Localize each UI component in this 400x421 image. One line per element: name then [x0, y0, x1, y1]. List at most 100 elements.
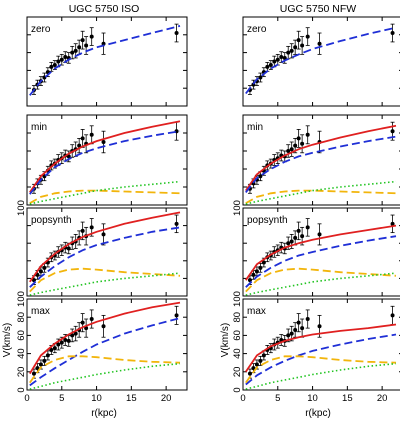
data-point — [305, 225, 310, 230]
data-point — [84, 43, 89, 48]
data-point — [289, 331, 294, 336]
panel-label: min — [247, 122, 263, 133]
data-point — [63, 55, 68, 60]
panel-min: min — [26, 114, 188, 206]
data-point — [80, 228, 85, 233]
data-point — [268, 63, 273, 68]
data-point — [52, 346, 57, 351]
data-point — [293, 143, 298, 148]
series-line-solid — [29, 301, 181, 375]
data-point — [174, 221, 179, 226]
data-point — [279, 55, 284, 60]
data-point — [247, 371, 252, 376]
x-tick-label: 20 — [161, 393, 172, 404]
series-line-dashed — [245, 235, 397, 288]
data-point — [305, 317, 310, 322]
x-tick-label: 15 — [126, 393, 137, 404]
column-title-iso: UGC 5750 ISO — [69, 3, 140, 15]
series-line-dashed — [29, 317, 181, 387]
series-line-solid — [245, 323, 397, 373]
column-title-nfw: UGC 5750 NFW — [280, 3, 357, 15]
data-point — [66, 338, 71, 343]
data-point — [89, 34, 94, 39]
data-point — [293, 235, 298, 240]
panel-frame — [26, 114, 188, 206]
data-point — [261, 260, 266, 265]
series-line-dotted — [29, 272, 181, 296]
panel-label: max — [31, 306, 50, 317]
y-tick-label: 40 — [16, 348, 27, 359]
panel-frame — [242, 298, 400, 391]
series-line-solid — [245, 124, 397, 192]
data-point — [258, 265, 263, 270]
data-point — [38, 362, 43, 367]
panel-label: zero — [247, 24, 267, 35]
data-point — [317, 324, 322, 329]
x-axis-label-iso: r(kpc) — [91, 408, 117, 419]
series-line-dashed — [245, 189, 397, 204]
panel-frame — [242, 207, 400, 297]
data-point — [390, 221, 395, 226]
panel-frame — [242, 16, 400, 107]
panel-zero: zero — [26, 16, 188, 107]
y-tick-label: 0 — [232, 387, 243, 392]
data-point — [293, 327, 298, 332]
x-tick-label: 10 — [307, 393, 318, 404]
data-point — [390, 313, 395, 318]
data-point — [261, 353, 266, 358]
series-line-dashed — [245, 26, 397, 95]
panel-label: max — [247, 306, 266, 317]
series-line-dotted — [29, 362, 181, 390]
y-tick-label: 20 — [16, 367, 27, 378]
x-tick-label: 20 — [377, 393, 388, 404]
series-line-dotted — [245, 362, 397, 390]
series-line-dashed — [29, 355, 181, 384]
panel-zero: zero — [242, 16, 400, 107]
data-point — [305, 34, 310, 39]
data-point — [49, 347, 54, 352]
data-point — [254, 269, 259, 274]
y-tick-label: 100 — [16, 291, 27, 307]
data-point — [286, 50, 291, 55]
y-tick-label: 40 — [232, 348, 243, 359]
data-point — [59, 340, 64, 345]
x-axis-label-nfw: r(kpc) — [305, 408, 331, 419]
y-tick-label: 20 — [232, 367, 243, 378]
data-point — [317, 232, 322, 237]
data-point — [300, 141, 305, 146]
panel-popsynth: popsynth 100 — [232, 200, 400, 297]
data-point — [42, 358, 47, 363]
data-point — [251, 272, 256, 277]
data-point — [101, 41, 106, 46]
data-point — [275, 57, 280, 62]
data-point — [296, 136, 301, 141]
panel-label: min — [31, 122, 47, 133]
panel-label: popsynth — [31, 215, 72, 226]
data-point — [59, 57, 64, 62]
series-line-dashed — [245, 267, 397, 293]
data-point — [390, 129, 395, 134]
series-line-dotted — [245, 272, 397, 296]
data-point — [286, 149, 291, 153]
x-tick-label: 10 — [91, 393, 102, 404]
data-point — [49, 64, 54, 69]
data-point — [101, 232, 106, 237]
data-point — [63, 337, 68, 342]
y-tick-label: 100 — [16, 200, 27, 216]
series-line-dashed — [29, 226, 181, 288]
y-tick-label: 80 — [232, 312, 243, 323]
data-point — [174, 31, 179, 36]
series-line-solid — [245, 224, 397, 281]
x-tick-label: 0 — [24, 393, 29, 404]
data-point — [317, 41, 322, 46]
data-point — [272, 59, 277, 64]
data-point — [35, 366, 40, 371]
data-point — [296, 228, 301, 233]
series-line-dashed — [29, 130, 181, 195]
panel-label: zero — [31, 24, 51, 35]
panel-label: popsynth — [247, 215, 288, 226]
data-point — [258, 358, 263, 363]
x-tick-label: 5 — [275, 393, 280, 404]
y-tick-label: 100 — [232, 200, 243, 216]
series-line-dotted — [245, 180, 397, 205]
